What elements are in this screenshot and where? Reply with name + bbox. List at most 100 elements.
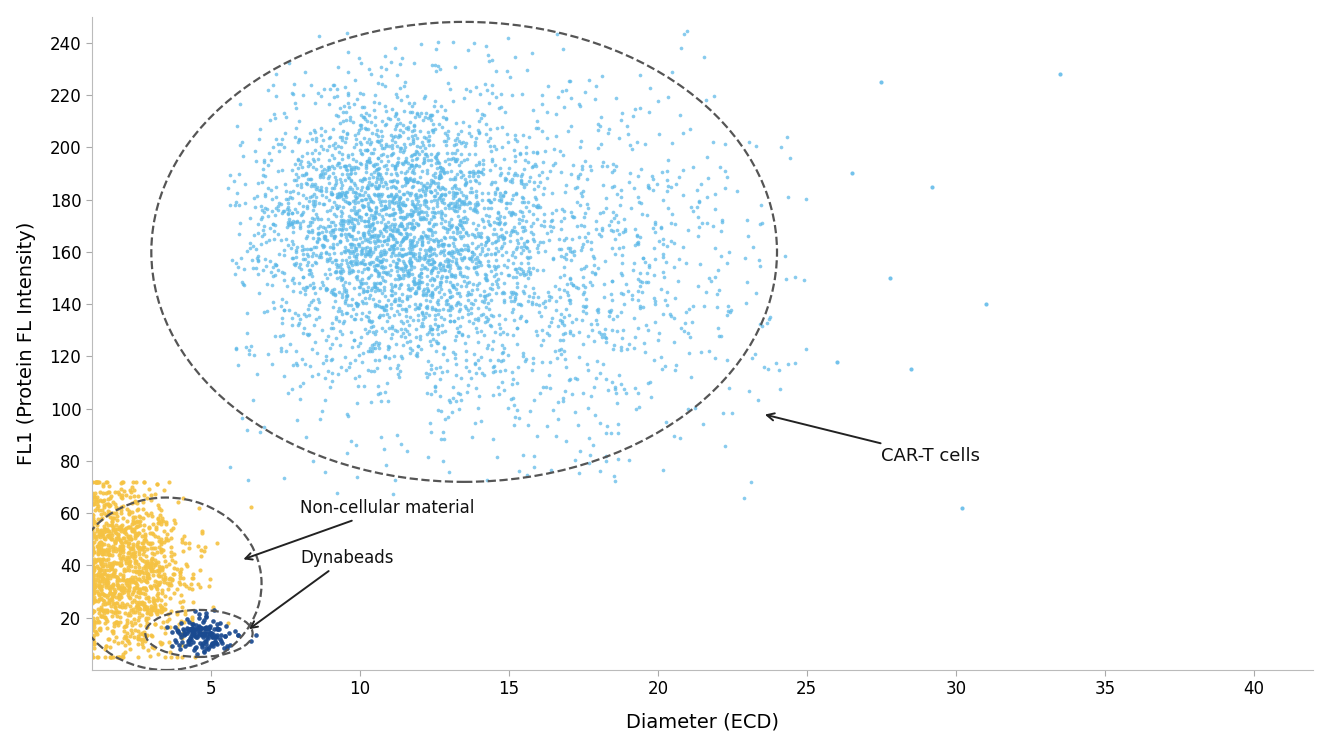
Point [662,237,684,249]
Point [430,280,451,292]
Point [85,487,106,499]
Point [392,199,414,211]
Point [384,233,406,245]
Point [348,158,370,170]
Point [487,183,508,195]
Point [351,248,372,260]
Point [419,258,440,270]
Point [741,352,762,364]
Point [362,127,383,139]
Point [446,358,467,370]
Point [166,606,188,618]
Point [383,221,404,233]
Point [100,519,121,531]
Point [411,233,432,245]
Point [411,177,432,189]
Point [359,191,380,203]
Point [89,580,110,592]
Point [105,501,126,513]
Point [418,126,439,138]
Point [793,275,814,286]
Point [388,194,410,206]
Point [541,316,563,328]
Point [734,252,755,264]
Point [366,128,387,140]
Point [392,328,414,340]
Point [427,147,448,159]
Point [245,200,266,212]
Point [375,159,396,171]
Point [551,166,572,178]
Point [298,302,319,314]
Point [665,178,686,190]
Point [411,260,432,272]
Point [154,598,176,610]
Point [138,572,160,584]
Point [394,302,415,314]
Point [287,187,309,199]
Point [161,640,182,652]
Point [319,268,340,280]
Point [140,527,161,539]
Point [113,599,134,611]
Point [286,206,307,218]
Point [504,132,525,144]
Point [129,566,150,578]
Point [137,621,158,633]
Point [89,616,110,628]
Point [552,149,573,161]
Point [340,326,362,338]
Point [609,227,630,239]
Point [247,250,269,262]
Point [485,242,507,254]
Point [479,260,500,272]
Point [584,269,605,280]
Point [396,336,418,348]
Point [89,546,110,558]
Point [197,622,218,634]
Point [88,548,109,560]
Point [158,573,180,585]
Point [467,227,488,239]
Point [434,222,455,234]
Point [463,316,484,328]
Point [173,625,194,637]
Point [488,388,509,400]
Point [455,226,476,238]
Point [454,300,475,312]
Point [287,319,309,331]
Point [370,247,391,259]
Point [346,272,367,283]
Point [612,226,633,238]
Point [418,355,439,367]
Point [508,411,529,423]
Point [628,387,649,399]
Point [310,160,331,172]
Point [116,556,137,568]
Point [150,594,172,606]
Point [537,234,559,246]
Point [356,245,378,257]
Point [718,301,739,313]
Point [339,101,360,113]
Point [366,205,387,217]
Point [322,123,343,135]
Point [602,212,624,224]
Point [588,262,609,274]
Point [346,133,367,145]
Point [105,591,126,603]
Point [399,269,420,281]
Point [765,358,786,370]
Point [184,631,205,643]
Point [951,502,972,514]
Point [458,304,479,316]
Point [129,583,150,595]
Point [428,36,450,48]
Point [366,325,387,337]
Point [329,131,350,143]
Point [116,574,137,586]
Point [396,177,418,188]
Point [96,523,117,535]
Point [367,380,388,392]
Point [668,275,689,287]
